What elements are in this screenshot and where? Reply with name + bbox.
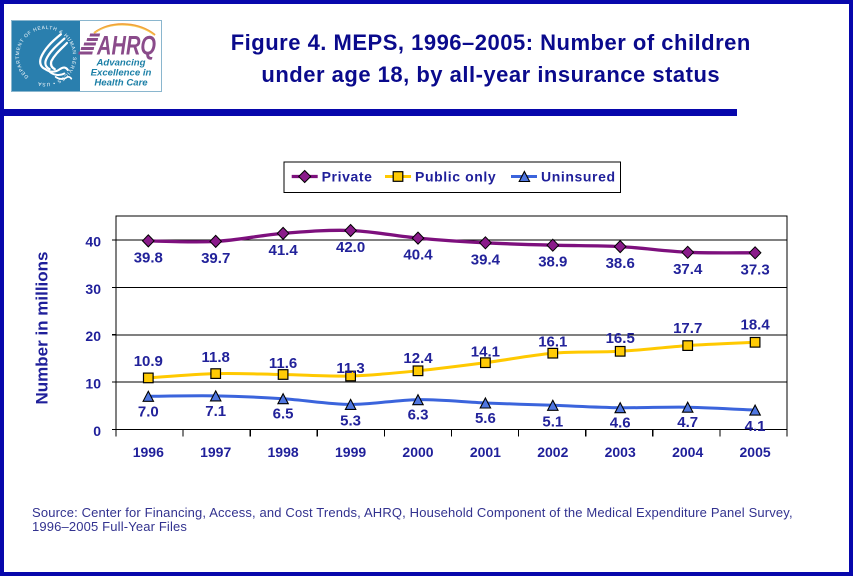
svg-text:1997: 1997 [200,444,231,460]
svg-text:7.1: 7.1 [205,403,226,420]
svg-text:40.4: 40.4 [403,247,433,264]
svg-text:11.3: 11.3 [336,360,364,377]
svg-text:6.3: 6.3 [408,407,429,424]
svg-text:Excellence in: Excellence in [91,68,152,79]
svg-text:40: 40 [85,234,101,250]
svg-text:41.4: 41.4 [268,242,298,259]
svg-text:0: 0 [93,423,101,439]
svg-text:20: 20 [85,328,101,344]
svg-text:4.1: 4.1 [745,418,766,435]
svg-text:2003: 2003 [605,444,636,460]
svg-text:Uninsured: Uninsured [541,169,616,185]
svg-text:7.0: 7.0 [138,403,159,420]
svg-text:Private: Private [322,169,373,185]
svg-text:18.4: 18.4 [740,317,770,334]
svg-text:30: 30 [85,281,101,297]
svg-text:5.6: 5.6 [475,410,496,427]
svg-text:38.9: 38.9 [538,254,567,271]
svg-text:6.5: 6.5 [273,406,294,423]
svg-text:1996: 1996 [133,444,164,460]
svg-text:16.1: 16.1 [538,334,567,351]
svg-text:39.4: 39.4 [471,251,501,268]
svg-text:39.8: 39.8 [134,249,163,266]
svg-text:39.7: 39.7 [201,250,230,267]
svg-text:11.6: 11.6 [269,355,297,372]
svg-text:37.4: 37.4 [673,261,703,278]
svg-text:12.4: 12.4 [403,350,433,367]
svg-text:Number in millions: Number in millions [32,251,51,404]
svg-text:38.6: 38.6 [606,255,635,272]
svg-text:Public only: Public only [415,169,496,185]
svg-text:42.0: 42.0 [336,239,365,256]
svg-text:Advancing: Advancing [95,58,145,69]
svg-text:AHRQ: AHRQ [96,31,156,61]
svg-text:1998: 1998 [268,444,299,460]
svg-text:1999: 1999 [335,444,366,460]
svg-text:2005: 2005 [740,444,771,460]
svg-text:2002: 2002 [537,444,568,460]
svg-text:2001: 2001 [470,444,501,460]
svg-text:2004: 2004 [672,444,703,460]
svg-text:11.8: 11.8 [202,349,230,366]
svg-text:17.7: 17.7 [673,320,702,337]
svg-text:5.1: 5.1 [542,413,563,430]
svg-text:10.9: 10.9 [134,353,163,370]
svg-text:10: 10 [85,376,101,392]
svg-text:14.1: 14.1 [471,344,500,361]
svg-text:4.6: 4.6 [610,415,631,432]
svg-text:5.3: 5.3 [340,412,361,429]
svg-text:16.5: 16.5 [606,330,635,347]
svg-text:37.3: 37.3 [740,261,769,278]
svg-text:2000: 2000 [402,444,433,460]
svg-text:Health Care: Health Care [94,78,148,89]
svg-text:4.7: 4.7 [677,414,698,431]
